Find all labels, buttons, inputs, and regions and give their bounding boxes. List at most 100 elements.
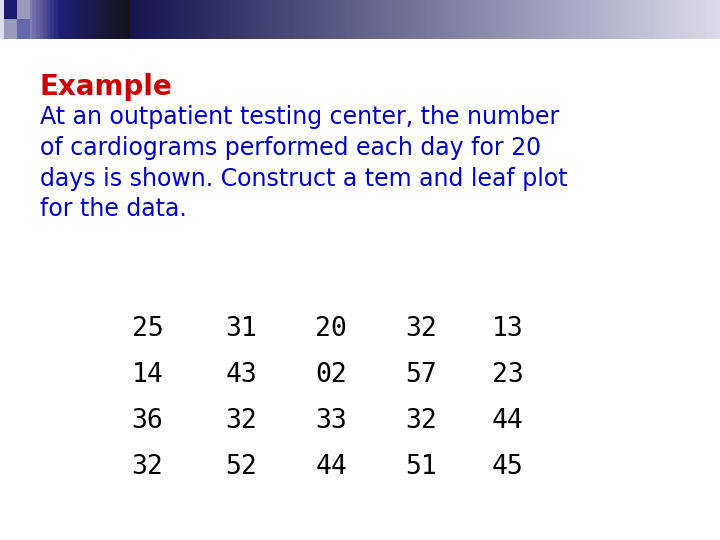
Bar — [238, 0, 241, 39]
Bar — [274, 0, 277, 39]
Bar — [281, 0, 284, 39]
Bar — [443, 0, 446, 39]
Bar — [68, 0, 72, 39]
Bar — [76, 0, 79, 39]
Bar — [58, 0, 61, 39]
Bar — [601, 0, 605, 39]
Text: 32: 32 — [225, 408, 257, 434]
Bar — [612, 0, 616, 39]
Bar — [144, 0, 148, 39]
Bar — [446, 0, 450, 39]
Bar — [407, 0, 410, 39]
Bar — [425, 0, 428, 39]
Bar — [677, 0, 680, 39]
Bar — [320, 0, 324, 39]
Bar — [335, 0, 338, 39]
Bar — [277, 0, 281, 39]
Bar — [680, 0, 684, 39]
Bar — [263, 0, 266, 39]
Bar — [324, 0, 328, 39]
Bar — [551, 0, 554, 39]
Text: Example: Example — [40, 73, 172, 101]
Bar — [248, 0, 252, 39]
Text: 44: 44 — [492, 408, 523, 434]
Bar — [529, 0, 533, 39]
Text: 57: 57 — [405, 362, 437, 388]
Bar — [313, 0, 317, 39]
Bar — [202, 0, 205, 39]
Bar — [554, 0, 558, 39]
Bar — [594, 0, 598, 39]
Text: 23: 23 — [492, 362, 523, 388]
Bar — [428, 0, 432, 39]
Bar — [576, 0, 580, 39]
Bar — [292, 0, 295, 39]
Bar — [371, 0, 374, 39]
Bar — [209, 0, 212, 39]
Text: 13: 13 — [492, 316, 523, 342]
Text: 25: 25 — [132, 316, 163, 342]
Bar — [641, 0, 644, 39]
Bar — [504, 0, 508, 39]
Bar — [346, 0, 349, 39]
Bar — [29, 0, 32, 39]
Bar — [162, 0, 166, 39]
Bar — [716, 0, 720, 39]
Bar — [666, 0, 670, 39]
Bar — [590, 0, 594, 39]
Bar — [644, 0, 648, 39]
Bar — [439, 0, 443, 39]
Bar — [410, 0, 414, 39]
Bar — [673, 0, 677, 39]
Bar — [396, 0, 400, 39]
Bar — [688, 0, 691, 39]
Bar — [166, 0, 169, 39]
Text: 32: 32 — [405, 316, 437, 342]
Text: 20: 20 — [315, 316, 347, 342]
Bar — [47, 0, 50, 39]
Text: 32: 32 — [405, 408, 437, 434]
Bar — [464, 0, 468, 39]
Bar — [421, 0, 425, 39]
Bar — [540, 0, 544, 39]
Bar — [7, 0, 11, 39]
Bar — [4, 0, 7, 39]
Bar — [468, 0, 472, 39]
Bar — [670, 0, 673, 39]
Text: 02: 02 — [315, 362, 347, 388]
Bar — [112, 0, 115, 39]
Bar — [252, 0, 256, 39]
Bar — [637, 0, 641, 39]
Bar — [288, 0, 292, 39]
Bar — [101, 0, 104, 39]
Bar — [328, 0, 331, 39]
Text: 33: 33 — [315, 408, 347, 434]
Bar — [83, 0, 86, 39]
Bar — [706, 0, 709, 39]
Bar — [648, 0, 652, 39]
Bar — [655, 0, 659, 39]
Bar — [569, 0, 572, 39]
Bar — [180, 0, 184, 39]
Bar — [184, 0, 187, 39]
Bar — [626, 0, 630, 39]
Bar — [137, 0, 140, 39]
Text: 14: 14 — [132, 362, 163, 388]
Bar — [198, 0, 202, 39]
Bar — [284, 0, 288, 39]
Bar — [140, 0, 144, 39]
Text: 43: 43 — [225, 362, 257, 388]
Bar — [104, 0, 108, 39]
Bar — [54, 0, 58, 39]
Bar — [331, 0, 335, 39]
Bar — [194, 0, 198, 39]
Bar — [400, 0, 403, 39]
Bar — [702, 0, 706, 39]
Text: 31: 31 — [225, 316, 257, 342]
Bar — [151, 0, 155, 39]
Text: 45: 45 — [492, 454, 523, 480]
Text: At an outpatient testing center, the number
of cardiograms performed each day fo: At an outpatient testing center, the num… — [40, 105, 567, 221]
Bar — [43, 0, 47, 39]
Bar — [241, 0, 245, 39]
Bar — [338, 0, 342, 39]
